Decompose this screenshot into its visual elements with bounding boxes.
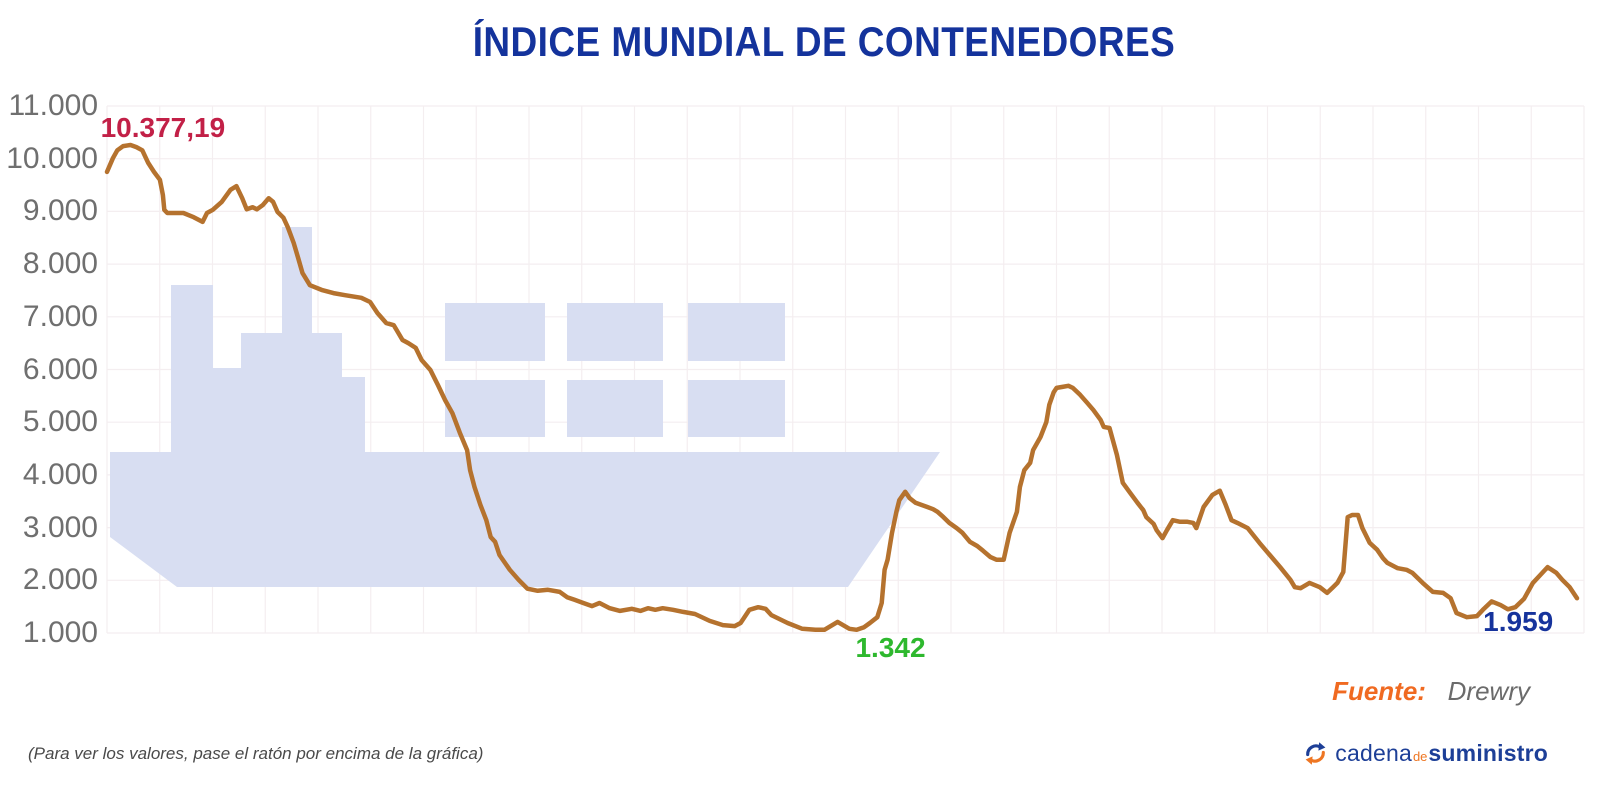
y-tick-label: 3.000 — [22, 510, 98, 544]
source-value: Drewry — [1447, 676, 1530, 706]
y-tick-label: 7.000 — [22, 299, 98, 333]
ship-hull — [110, 452, 940, 587]
y-tick-label: 10.000 — [6, 141, 98, 175]
container-ship-watermark — [110, 227, 940, 587]
annotation-min: 1.342 — [855, 632, 926, 664]
page-title: ÍNDICE MUNDIAL DE CONTENEDORES — [472, 18, 1176, 65]
logo-word-suministro: suministro — [1428, 740, 1548, 766]
hover-hint-note: (Para ver los valores, pase el ratón por… — [28, 744, 484, 763]
y-tick-label: 2.000 — [22, 563, 98, 597]
y-tick-label: 6.000 — [22, 352, 98, 386]
logo-word-de: de — [1412, 749, 1428, 764]
index-line — [104, 142, 1580, 633]
spacer — [1433, 676, 1440, 706]
y-tick-label: 8.000 — [22, 247, 98, 281]
annotation-last: 1.959 — [1483, 606, 1554, 638]
logo-word-cadena: cadena — [1335, 740, 1412, 766]
source-line: Fuente: Drewry — [1332, 676, 1530, 707]
y-tick-label: 4.000 — [22, 457, 98, 491]
y-tick-label: 5.000 — [22, 405, 98, 439]
y-tick-label: 9.000 — [22, 194, 98, 228]
y-tick-label: 1.000 — [22, 616, 98, 649]
annotation-peak: 10.377,19 — [100, 112, 226, 144]
sync-circular-arrows-icon — [1305, 742, 1326, 765]
logo-lockup[interactable]: cadena de suministro — [1303, 740, 1548, 767]
source-label: Fuente: — [1332, 676, 1426, 706]
y-tick-label: 11.000 — [8, 89, 98, 122]
